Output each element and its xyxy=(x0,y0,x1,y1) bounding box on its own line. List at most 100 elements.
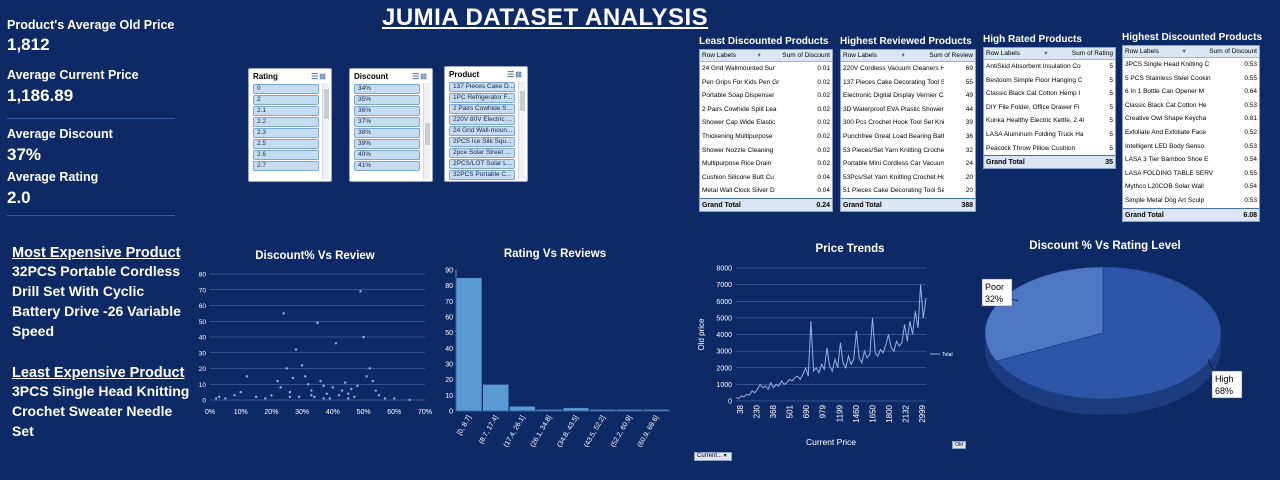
table-row[interactable]: AntiSkid Absorbent Insulation Co 5 xyxy=(984,60,1115,74)
table-row[interactable]: 6 In 1 Bottle Can Opener M 0.64 xyxy=(1123,85,1259,99)
table-row[interactable]: DIY File Folder, Office Drawer Fi 5 xyxy=(984,101,1115,115)
filter-clear-icon[interactable]: ☰⊠ xyxy=(311,72,327,81)
y-tick-label: 70 xyxy=(445,299,453,306)
row-value: 55 xyxy=(965,78,973,86)
filter-clear-icon[interactable]: ☰⊠ xyxy=(412,72,428,81)
table-row[interactable]: Simple Metal Dog Art Sculp 0.53 xyxy=(1123,194,1259,208)
table-row[interactable]: Mythco L20COB Solar Wall 0.54 xyxy=(1123,180,1259,194)
slicer-item[interactable]: 41% xyxy=(354,161,420,171)
filter-dropdown-icon[interactable]: ▾ xyxy=(757,52,761,59)
table-row[interactable]: Bestoom Simple Floor Hanging C 5 xyxy=(984,74,1115,88)
scatter-point xyxy=(377,394,381,397)
table-row[interactable]: Punchfree Great Load Bearing Bathroom 36 xyxy=(841,130,975,144)
slicer-item[interactable]: 24 Grid Wall-moun... xyxy=(449,126,515,136)
slicer-item[interactable]: 38% xyxy=(354,128,420,138)
x-tick-label: 60% xyxy=(387,409,401,416)
slicer-item[interactable]: 2.2 xyxy=(253,117,319,127)
scatter-point xyxy=(319,379,322,383)
table-row[interactable]: Shower Nozzle Cleaning 0.02 xyxy=(700,144,832,158)
slicer-item[interactable]: 220V 80V Electric ... xyxy=(449,115,515,125)
slicer-item[interactable]: 32PCS Portable C... xyxy=(449,170,515,180)
filter-dropdown-icon[interactable]: ▾ xyxy=(901,52,905,59)
table-row[interactable]: Peacock Throw Pillow Cushion 5 xyxy=(984,142,1115,156)
slicer-item[interactable]: 2 xyxy=(253,95,319,105)
row-value: 0.53 xyxy=(1244,196,1257,204)
table-row[interactable]: 53Pcs/Set Yarn Knitting Crochet Hooks 20 xyxy=(841,171,975,185)
slicer-item[interactable]: 2pce Solar Street ... xyxy=(449,148,515,158)
slicer-item[interactable]: 2.1 xyxy=(253,106,319,116)
slicer-item[interactable]: 36% xyxy=(354,106,420,116)
filter-clear-icon[interactable]: ☰⊠ xyxy=(507,70,523,79)
scatter-point xyxy=(365,375,368,378)
table-row[interactable]: 5 PCS Stainless Steel Cookin 0.55 xyxy=(1123,72,1259,86)
slicer-item[interactable]: 2PCS Ice Silk Squ... xyxy=(449,137,515,147)
table-row[interactable]: 3D Waterproof EVA Plastic Shower Curt 44 xyxy=(841,103,975,117)
filter-dropdown-icon[interactable]: ▾ xyxy=(1044,50,1048,57)
slicer-scrollbar[interactable] xyxy=(518,81,525,179)
row-value: 0.54 xyxy=(1244,183,1257,191)
x-tick-label: 230 xyxy=(753,404,762,418)
table-row[interactable]: Cushion Silicone Butt Cu 0.04 xyxy=(700,171,832,185)
slicer-item[interactable]: 2.6 xyxy=(253,150,319,160)
table-row[interactable]: Multipurpose Rice Drain 0.02 xyxy=(700,157,832,171)
table-high-rated: High Rated Products Row Labels ▾ Sum of Ra… xyxy=(983,34,1116,170)
row-value: 0.02 xyxy=(817,78,830,86)
pie-depth xyxy=(985,333,1221,415)
table-row[interactable]: LASA 3 Tier Bamboo Shoe E 0.54 xyxy=(1123,153,1259,167)
table-row[interactable]: Classic Black Cat Cotton Hemp I 5 xyxy=(984,87,1115,101)
pie-pct: 68% xyxy=(1215,386,1233,396)
series-field-filter[interactable]: Old xyxy=(952,441,966,449)
table-row[interactable]: 137 Pieces Cake Decorating Tool Set Ba 55 xyxy=(841,76,975,90)
scatter-point xyxy=(276,379,279,383)
table-row[interactable]: LASA Aluminum Folding Truck Ha 5 xyxy=(984,128,1115,142)
slicer-product[interactable]: Product ☰⊠ 137 Pieces Cake D... 1PC Refrig… xyxy=(444,66,528,182)
slicer-item[interactable]: 2.7 xyxy=(253,161,319,171)
slicer-item[interactable]: 137 Pieces Cake D... xyxy=(449,82,515,92)
table-row[interactable]: 220V Cordless Vacuum Cleaners Handh 69 xyxy=(841,62,975,76)
slicer-ratings[interactable]: Rating ☰⊠ 0 2 2.1 2.2 2.3 2.5 2.6 2.7 xyxy=(248,68,332,182)
table-row[interactable]: Classic Black Cat Cotton He 0.53 xyxy=(1123,99,1259,113)
filter-dropdown-icon[interactable]: ▾ xyxy=(1182,48,1186,55)
slicer-discount[interactable]: Discount ☰⊠ 34% 35% 36% 37% 38% 39% 40% 41% xyxy=(349,68,433,182)
table-row[interactable]: Pen Grips For Kids Pen Gr 0.02 xyxy=(700,76,832,90)
table-row[interactable]: 2 Pairs Cowhide Split Lea 0.02 xyxy=(700,103,832,117)
kpi-value: 37% xyxy=(7,145,42,164)
table-row[interactable]: Portable Mini Cordless Car Vacuum Clea 24 xyxy=(841,157,975,171)
table-row[interactable]: 51 Pieces Cake Decorating Tool Set Gift 2… xyxy=(841,184,975,198)
table-row[interactable]: Kunka Healthy Electric Kettle, 2.4l 5 xyxy=(984,114,1115,128)
table-row[interactable]: Thickening Multipurpose 0.02 xyxy=(700,130,832,144)
slicer-item[interactable]: 0 xyxy=(253,84,319,94)
table-row[interactable]: 3PCS Single Head Knitting C 0.53 xyxy=(1123,58,1259,72)
slicer-item[interactable]: 2.5 xyxy=(253,139,319,149)
slicer-item[interactable]: 1PC Refrigerator F... xyxy=(449,93,515,103)
table-row[interactable]: Shower Cap Wide Elastic 0.02 xyxy=(700,116,832,130)
slicer-item[interactable]: 2.3 xyxy=(253,128,319,138)
y-tick-label: 0 xyxy=(728,399,732,406)
table-row[interactable]: 53 Pieces/Set Yarn Knitting Crochet Hoc 3… xyxy=(841,144,975,158)
table-row[interactable]: Creative Owl Shape Keycha 0.81 xyxy=(1123,112,1259,126)
table-row[interactable]: Electronic Digital Display Vernier Calip… xyxy=(841,89,975,103)
x-tick-label: 1800 xyxy=(885,404,894,422)
slicer-scrollbar[interactable] xyxy=(423,83,430,179)
table-row[interactable]: 24 Grid Wallmounted Sur 0.01 xyxy=(700,62,832,76)
slicer-scrollbar[interactable] xyxy=(322,83,329,179)
table-row[interactable]: Exfoliate And Exfoliate Face 0.52 xyxy=(1123,126,1259,140)
row-value: 20 xyxy=(965,187,973,195)
slicer-item[interactable]: 2 Pairs Cowhide S... xyxy=(449,104,515,114)
price-field-filter[interactable]: Current... ▾ xyxy=(694,452,732,461)
scatter-point xyxy=(393,397,396,400)
slicer-item[interactable]: 40% xyxy=(354,150,420,160)
slicer-item[interactable]: 39% xyxy=(354,139,420,149)
y-tick-label: 6000 xyxy=(716,299,732,306)
row-value: 0.52 xyxy=(1244,128,1257,136)
slicer-item[interactable]: 2PCS/LOT Solar L... xyxy=(449,159,515,169)
table-row[interactable]: Metal Wall Clock Silver D 0.04 xyxy=(700,184,832,198)
table-row[interactable]: 300 Pcs Crochet Hook Tool Set Knitting 39 xyxy=(841,116,975,130)
table-row[interactable]: Portable Soap Dispenser 0.02 xyxy=(700,89,832,103)
slicer-item[interactable]: 37% xyxy=(354,117,420,127)
slicer-item[interactable]: 35% xyxy=(354,95,420,105)
slicer-item[interactable]: 34% xyxy=(354,84,420,94)
table-row[interactable]: Intelligent LED Body Senso 0.53 xyxy=(1123,140,1259,154)
table-row[interactable]: LASA FOLDING TABLE SERV 0.55 xyxy=(1123,167,1259,181)
col-value: Sum of Discount xyxy=(782,52,830,59)
